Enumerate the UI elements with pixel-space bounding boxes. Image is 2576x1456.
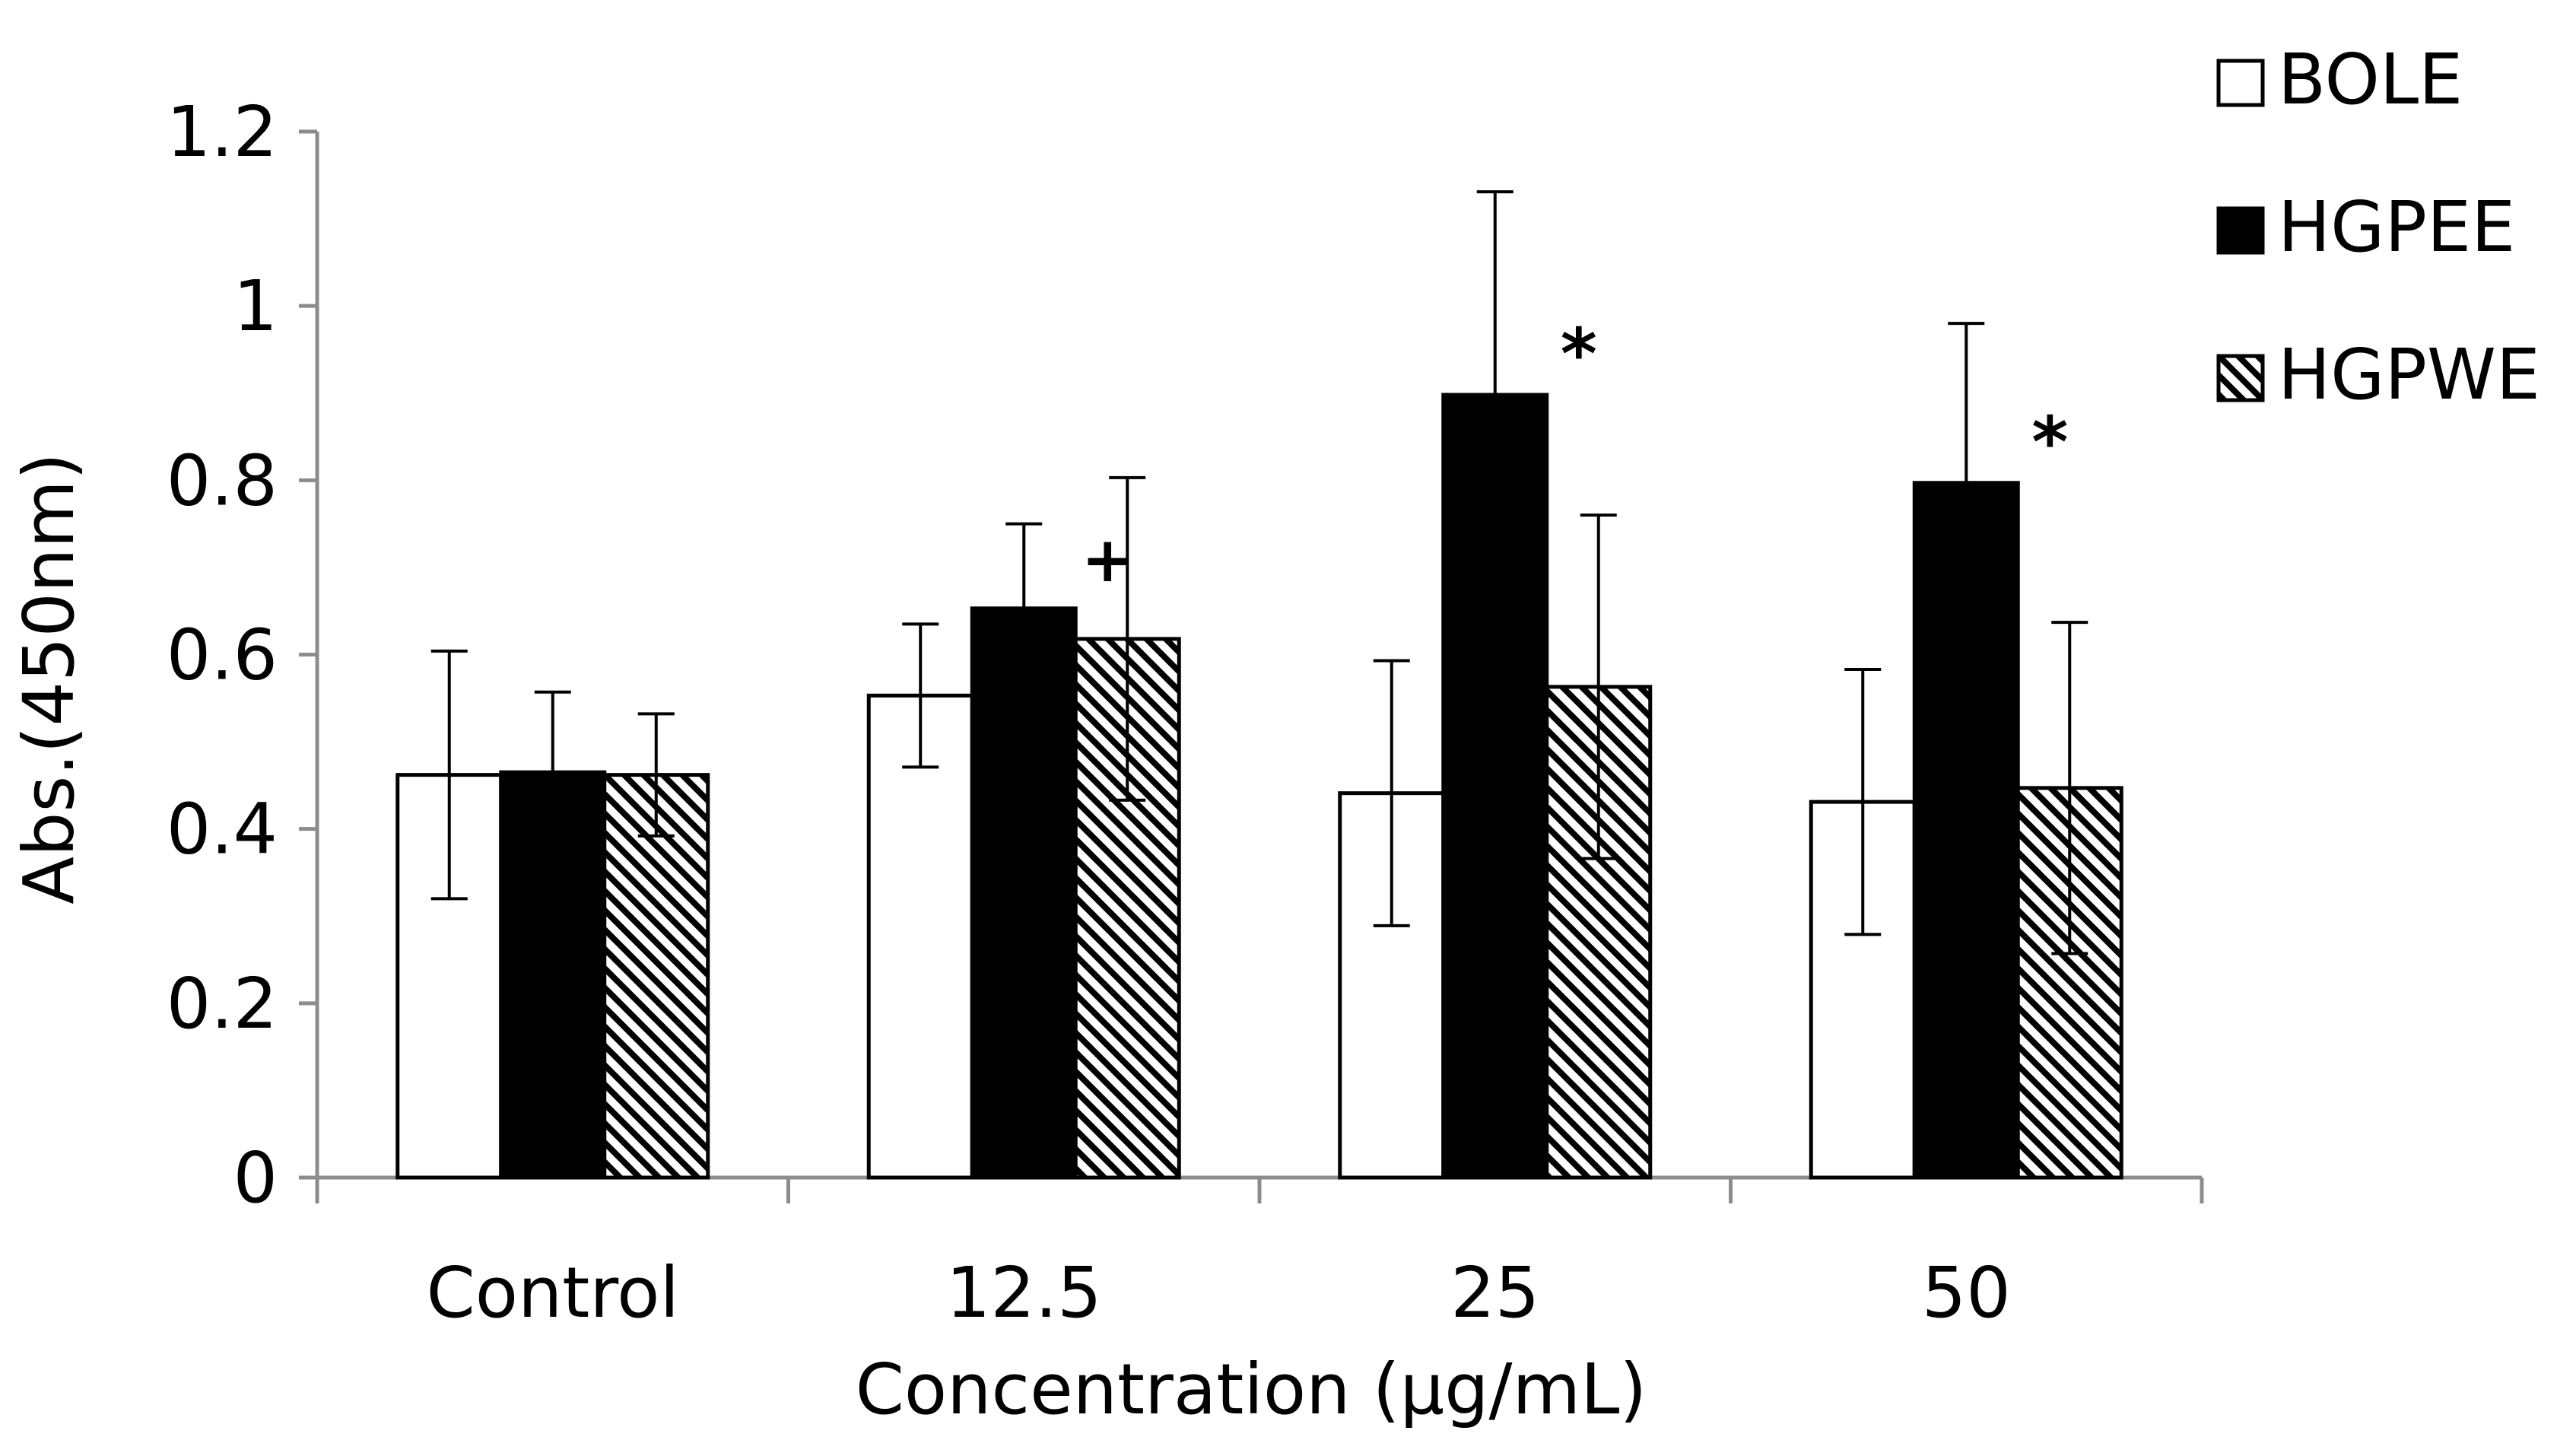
y-tick-label: 0.4 [167, 789, 278, 870]
legend-swatch-bole [2216, 59, 2265, 107]
tick-labels: 0 0.2 0.4 0.6 0.8 1 1.2 Control 12.5 25 50 [167, 91, 2011, 1334]
significance-mark: + [1082, 524, 1134, 596]
y-tick-label: 0 [233, 1137, 278, 1219]
x-tick-label: 12.5 [946, 1252, 1102, 1334]
x-tick-label: 50 [1922, 1252, 2011, 1334]
legend-swatch-hgpee [2216, 206, 2265, 255]
legend-label-bole: BOLE [2278, 39, 2463, 120]
significance-marks: + * * [1082, 313, 2068, 596]
y-tick-label: 1.2 [167, 91, 278, 173]
significance-mark: * [1561, 313, 1597, 395]
bars [395, 393, 2123, 1180]
legend-swatch-hgpwe [2216, 354, 2265, 402]
x-tick-label: 25 [1450, 1252, 1539, 1334]
x-axis-title: Concentration (μg/mL) [856, 1349, 1647, 1430]
y-tick-label: 0.8 [167, 440, 278, 521]
y-tick-label: 0.6 [167, 615, 278, 696]
legend-label-hgpee: HGPEE [2278, 186, 2515, 268]
y-tick-label: 0.2 [167, 963, 278, 1044]
y-axis-title: Abs.(450nm) [8, 453, 90, 904]
significance-mark: * [2031, 402, 2068, 483]
legend-label-hgpwe: HGPWE [2278, 334, 2540, 415]
error-bars [430, 190, 2088, 955]
y-tick-label: 1 [233, 265, 278, 347]
legend: BOLE HGPEE HGPWE [2216, 39, 2540, 415]
x-tick-label: Control [426, 1252, 679, 1334]
bar-hgpwe-0 [602, 773, 710, 1180]
